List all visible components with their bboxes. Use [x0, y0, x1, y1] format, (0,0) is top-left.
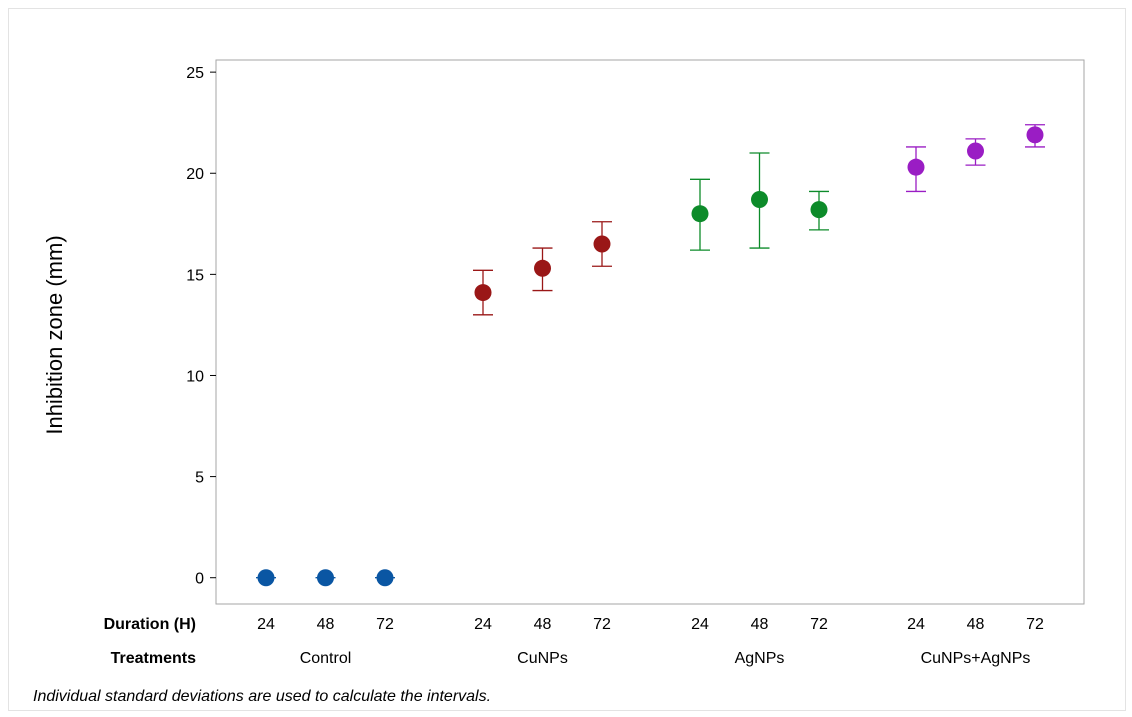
duration-label: 24 [907, 616, 925, 633]
treatment-label: AgNPs [735, 650, 785, 667]
data-point [751, 191, 768, 209]
y-axis: 0 5 10 15 20 25 [186, 65, 216, 588]
duration-label: 72 [593, 616, 611, 633]
data-point [907, 158, 925, 176]
y-tick-label: 5 [195, 470, 204, 487]
y-tick-label: 20 [186, 166, 204, 183]
x-axis-labels: 24 48 72 Control 24 48 72 CuNPs 24 48 72 AgNPs 24 48 7… [257, 616, 1044, 667]
y-tick-label: 25 [186, 65, 204, 82]
duration-label: 48 [317, 616, 335, 633]
duration-label: 48 [967, 616, 985, 633]
data-point [593, 235, 611, 253]
duration-row-label: Duration (H) [104, 616, 196, 633]
duration-label: 72 [810, 616, 828, 633]
figure-border [8, 8, 1126, 711]
treatment-label: CuNPs+AgNPs [921, 650, 1031, 667]
duration-label: 24 [257, 616, 275, 633]
y-tick-label: 10 [186, 368, 204, 385]
data-point [317, 569, 334, 587]
data-point [967, 142, 984, 160]
duration-label: 48 [534, 616, 552, 633]
y-tick-label: 0 [195, 571, 204, 588]
y-tick-label: 15 [186, 267, 204, 284]
duration-label: 48 [751, 616, 769, 633]
data-point [691, 205, 709, 223]
treatment-label: Control [300, 650, 352, 667]
data-point [257, 569, 275, 587]
data-point [474, 284, 492, 302]
duration-label: 72 [376, 616, 394, 633]
data-point [810, 201, 828, 219]
y-axis-title: Inhibition zone (mm) [42, 235, 67, 434]
data-marks [256, 124, 1045, 587]
duration-label: 72 [1026, 616, 1044, 633]
duration-label: 24 [691, 616, 709, 633]
plot-area [215, 59, 1085, 605]
data-point [376, 569, 394, 587]
data-point [1026, 126, 1044, 144]
footnote: Individual standard deviations are used … [33, 688, 492, 705]
treatments-row-label: Treatments [111, 650, 196, 667]
data-point [534, 259, 551, 277]
treatment-label: CuNPs [517, 650, 568, 667]
duration-label: 24 [474, 616, 492, 633]
